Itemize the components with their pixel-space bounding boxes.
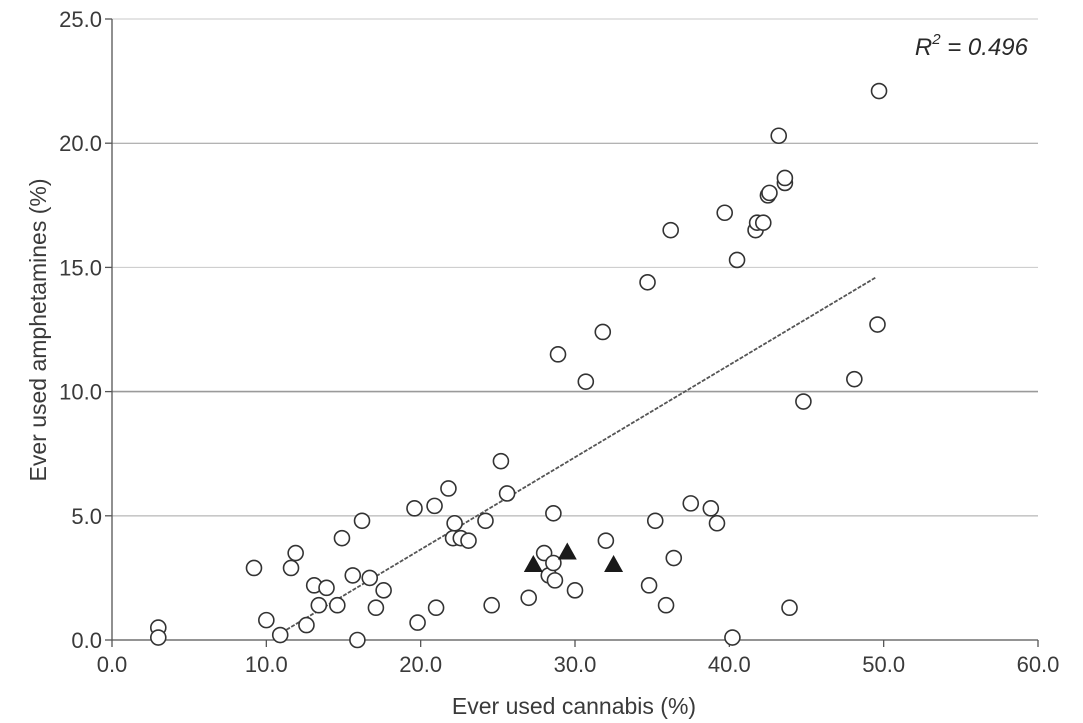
data-point-circle <box>549 346 567 363</box>
data-point-circle <box>349 631 366 649</box>
data-point-circle <box>597 532 615 549</box>
x-axis-title: Ever used cannabis (%) <box>452 693 696 719</box>
data-point-triangle <box>557 542 577 560</box>
data-point-circle <box>258 611 275 629</box>
data-point-circle <box>657 596 675 614</box>
y-tick-label: 25.0 <box>59 7 102 32</box>
data-point-circle <box>662 221 679 239</box>
x-tick-label: 60.0 <box>1017 652 1060 677</box>
data-point-circle <box>427 599 445 617</box>
axes <box>105 18 1039 647</box>
data-point-triangle <box>523 554 543 572</box>
data-point-circle <box>640 577 658 594</box>
data-point-circle <box>781 599 798 617</box>
data-point-circle <box>245 559 263 577</box>
data-point-circle <box>150 629 167 646</box>
data-point-circle <box>287 544 304 562</box>
x-tick-label: 50.0 <box>862 652 905 677</box>
data-point-circle <box>665 549 683 567</box>
y-tick-label: 10.0 <box>59 380 102 405</box>
y-tick-label: 5.0 <box>71 504 102 529</box>
data-point-circle <box>846 370 863 388</box>
data-point-circle <box>271 626 289 644</box>
data-point-circle <box>702 500 720 517</box>
data-point-circle <box>708 514 726 532</box>
r-symbol: R <box>915 34 932 61</box>
data-point-circle <box>282 559 300 577</box>
data-point-circle <box>716 204 734 222</box>
data-point-circle <box>795 393 812 410</box>
y-tick-label: 0.0 <box>71 628 102 653</box>
data-point-circle <box>682 495 700 512</box>
data-point-circle <box>594 323 612 341</box>
data-point-circle <box>869 316 886 333</box>
data-point-circle <box>770 127 788 145</box>
data-point-circle <box>728 251 746 269</box>
data-point-circle <box>446 514 463 532</box>
x-tick-label: 0.0 <box>97 652 128 677</box>
data-point-circle <box>367 599 385 617</box>
data-point-circle <box>754 214 772 231</box>
data-point-circle <box>353 512 371 530</box>
data-point-circle <box>298 616 315 634</box>
data-point-triangle <box>604 554 624 572</box>
data-point-circle <box>870 82 888 100</box>
data-point-circle <box>545 505 562 522</box>
data-point-circle <box>724 629 741 646</box>
data-point-circle <box>409 614 426 631</box>
tick-labels: 0.0 5.0 10.0 15.0 20.0 25.0 0.0 10.0 20.0 30.0 40.… <box>59 7 1059 677</box>
x-tick-label: 40.0 <box>708 652 751 677</box>
data-point-circle <box>333 529 351 547</box>
data-point-circle <box>498 485 516 502</box>
data-point-circle <box>776 169 794 187</box>
data-point-circle <box>375 582 392 599</box>
y-tick-label: 15.0 <box>59 255 102 280</box>
data-point-circle <box>361 569 379 587</box>
x-tick-label: 30.0 <box>554 652 597 677</box>
data-point-circle <box>310 596 328 614</box>
data-point-circle <box>761 184 778 202</box>
data-point-circle <box>440 480 457 497</box>
data-point-circle <box>477 512 494 530</box>
x-tick-label: 10.0 <box>245 652 288 677</box>
y-tick-label: 20.0 <box>59 131 102 156</box>
data-point-circle <box>329 596 346 614</box>
data-point-circle <box>426 497 443 515</box>
x-tick-label: 20.0 <box>399 652 442 677</box>
data-point-circle <box>546 572 564 589</box>
data-points <box>150 82 888 649</box>
data-point-circle <box>646 512 664 530</box>
data-point-circle <box>520 589 538 607</box>
data-point-circle <box>639 274 656 291</box>
data-point-circle <box>577 373 595 390</box>
data-point-circle <box>483 596 500 614</box>
data-point-circle <box>492 452 510 470</box>
data-point-circle <box>566 582 584 599</box>
data-point-circle <box>344 567 362 584</box>
r-squared-annotation: R2 = 0.496 <box>915 31 1029 61</box>
r-superscript: 2 <box>931 31 941 48</box>
gridlines <box>112 18 1038 517</box>
data-point-circle <box>545 554 562 572</box>
data-point-circle <box>460 532 477 549</box>
r-value: = 0.496 <box>941 34 1029 61</box>
data-point-circle <box>406 500 423 517</box>
y-axis-title: Ever used amphetamines (%) <box>25 179 51 482</box>
data-point-circle <box>318 579 335 597</box>
